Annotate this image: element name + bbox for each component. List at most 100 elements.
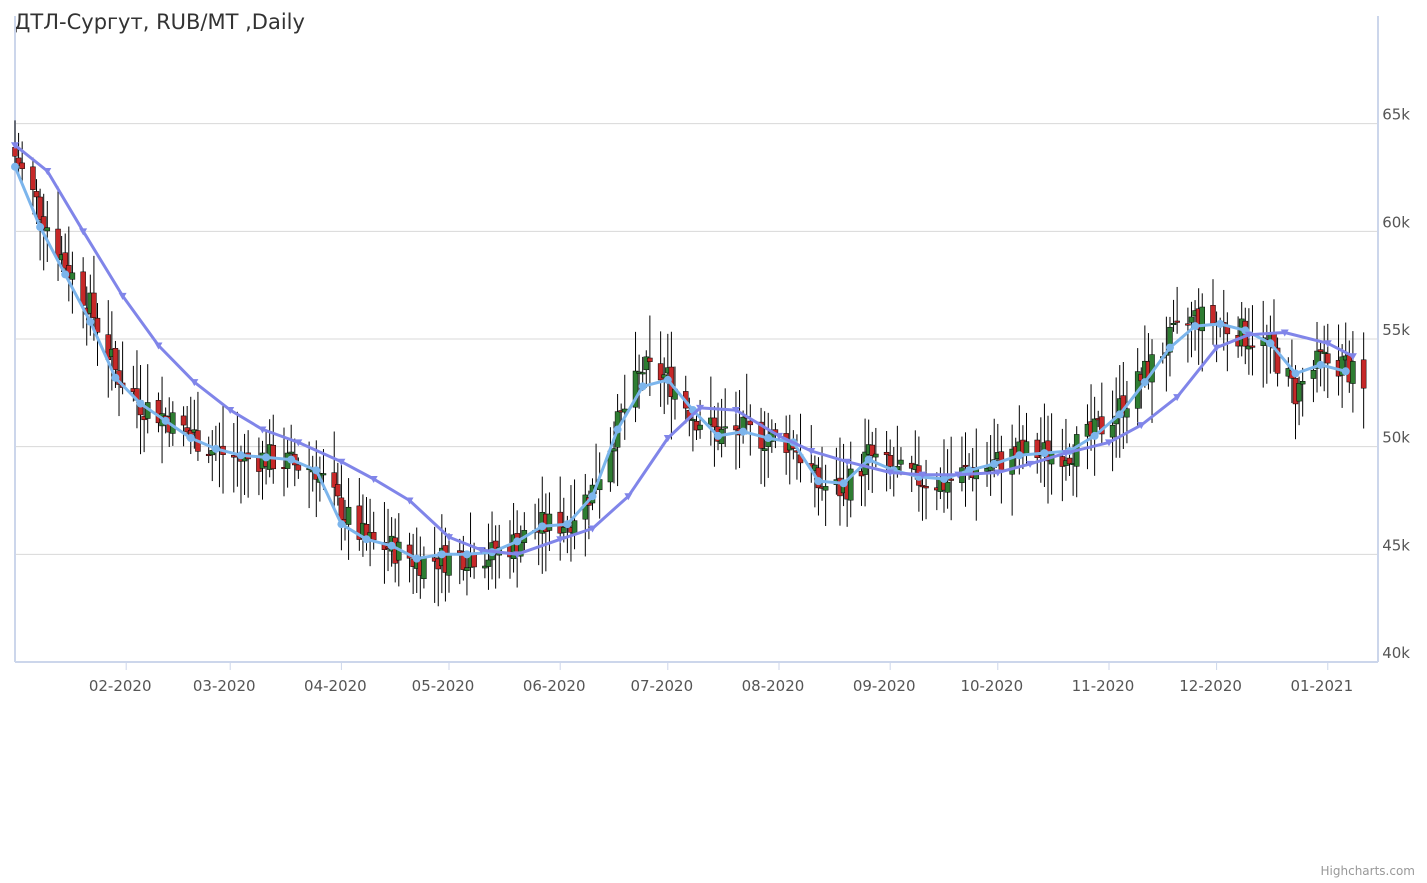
moving-average-line <box>13 166 1347 561</box>
candle-body <box>962 464 969 468</box>
candle-body <box>1350 361 1356 384</box>
x-tick-label: 12-2020 <box>1179 677 1242 695</box>
candle-body <box>1360 359 1367 389</box>
moving-average-marker <box>588 525 597 533</box>
candle-body <box>822 486 829 491</box>
moving-average-marker <box>513 537 522 546</box>
candle-body <box>639 372 646 375</box>
x-tick-label: 04-2020 <box>304 677 367 695</box>
candle-body <box>711 417 718 428</box>
y-tick-label: 50k <box>1382 429 1410 447</box>
x-tick-label: 01-2021 <box>1290 677 1353 695</box>
moving-average-line <box>14 144 1354 556</box>
moving-average-marker <box>839 479 848 488</box>
candle-body <box>948 478 954 481</box>
moving-average-marker <box>1173 394 1182 402</box>
moving-average-marker <box>588 492 597 501</box>
candle-body <box>155 400 162 424</box>
x-tick-label: 06-2020 <box>523 677 586 695</box>
moving-average-marker <box>118 292 127 300</box>
moving-average-marker <box>258 426 267 434</box>
moving-average-marker <box>337 458 346 466</box>
moving-average-marker <box>638 382 647 391</box>
moving-average-marker <box>86 317 95 326</box>
x-tick-label: 08-2020 <box>742 677 805 695</box>
moving-average-marker <box>262 453 271 462</box>
candle-body <box>460 551 467 570</box>
moving-average-marker <box>993 469 1002 477</box>
moving-average-marker <box>1015 451 1024 460</box>
candle-body <box>1170 323 1177 326</box>
moving-average-marker <box>1104 439 1113 447</box>
moving-average-marker <box>1341 367 1350 376</box>
candle-body <box>1109 424 1116 438</box>
candle-body <box>331 472 337 488</box>
moving-average-marker <box>294 439 303 447</box>
moving-average-marker <box>236 451 245 460</box>
candle-body <box>1321 351 1327 354</box>
candle-body <box>1188 316 1195 323</box>
candle-body <box>482 565 488 569</box>
moving-average-marker <box>369 475 378 483</box>
candle-body <box>1317 349 1324 352</box>
moving-average-marker <box>1266 339 1275 348</box>
moving-average-marker <box>1115 410 1124 419</box>
candle-body <box>898 459 904 465</box>
moving-average-marker <box>412 554 421 563</box>
moving-average-marker <box>1165 343 1174 352</box>
candle-body <box>647 357 653 362</box>
moving-average-marker <box>337 520 346 529</box>
moving-average-marker <box>437 550 446 559</box>
candle-body <box>19 162 25 169</box>
moving-average-marker <box>405 497 414 505</box>
candle-body <box>295 464 302 471</box>
moving-average-marker <box>1040 449 1049 458</box>
candle-body <box>1023 441 1030 456</box>
candle-body <box>1174 320 1180 323</box>
candle-body <box>1310 369 1317 379</box>
candle-body <box>40 216 47 230</box>
moving-average-marker <box>624 493 633 501</box>
moving-average-marker <box>43 168 52 176</box>
candle-body <box>1009 448 1015 475</box>
moving-average-marker <box>1140 378 1149 387</box>
candle-body <box>611 448 617 452</box>
candle-body <box>883 451 890 456</box>
moving-average-marker <box>79 228 88 236</box>
moving-average-marker <box>563 520 572 529</box>
candle-body <box>632 370 639 408</box>
candle-body <box>180 415 187 426</box>
y-tick-label: 40k <box>1382 644 1410 662</box>
candle-body <box>464 567 470 571</box>
candle-body <box>69 272 76 280</box>
candle-body <box>91 292 97 319</box>
candle-body <box>485 559 492 567</box>
moving-average-marker <box>1090 431 1099 440</box>
moving-average-marker <box>513 551 522 559</box>
candle-body <box>1296 382 1302 402</box>
moving-average-marker <box>111 373 120 382</box>
moving-average-marker <box>764 434 773 443</box>
moving-average-marker <box>864 455 873 464</box>
candle-body <box>887 455 893 467</box>
moving-average-marker <box>714 431 723 440</box>
credits-link[interactable]: Highcharts.com <box>1320 864 1415 878</box>
moving-average-marker <box>663 375 672 384</box>
candle-body <box>1167 326 1173 353</box>
moving-average-marker <box>843 458 852 466</box>
moving-average-marker <box>731 407 740 415</box>
moving-average-marker <box>954 471 963 479</box>
moving-average-marker <box>362 535 371 544</box>
candle-body <box>94 317 101 333</box>
moving-average-marker <box>445 534 454 542</box>
x-tick-label: 11-2020 <box>1072 677 1135 695</box>
moving-average-marker <box>538 522 547 531</box>
candle-body <box>690 418 696 421</box>
candle-body <box>847 468 854 501</box>
candle-body <box>761 448 768 451</box>
x-tick-label: 07-2020 <box>630 677 693 695</box>
moving-average-marker <box>387 541 396 550</box>
candle-body <box>80 271 86 306</box>
moving-average-marker <box>939 474 948 483</box>
